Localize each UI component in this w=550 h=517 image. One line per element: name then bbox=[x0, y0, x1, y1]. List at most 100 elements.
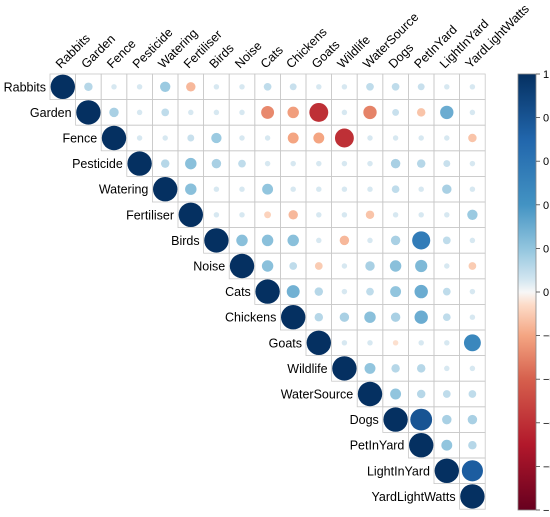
grid bbox=[49, 73, 486, 510]
colorbar-tick-label: 0.2 bbox=[543, 243, 550, 255]
corr-circle-Pesticide-Noise bbox=[238, 159, 246, 168]
corr-circle-Watering-Watering bbox=[153, 177, 178, 202]
corr-circle-Cats-WaterSource bbox=[366, 287, 374, 296]
corr-circle-Wildlife-WaterSource bbox=[364, 362, 376, 374]
corr-circle-Garden-Cats bbox=[261, 105, 275, 119]
corr-circle-Chickens-Dogs bbox=[390, 312, 401, 322]
corr-circle-Dogs-Dogs bbox=[383, 407, 408, 432]
corr-circle-Rabbits-Fence bbox=[111, 84, 117, 90]
corr-circle-Wildlife-LightInYard bbox=[444, 365, 450, 372]
corr-circle-PetInYard-LightInYard bbox=[441, 439, 453, 451]
colorbar-tick-label: 1 bbox=[543, 69, 549, 81]
corr-circle-Fertiliser-Chickens bbox=[288, 210, 298, 220]
corr-circle-Cats-Wildlife bbox=[341, 288, 348, 295]
row-label-Goats: Goats bbox=[269, 336, 302, 350]
corr-circle-Dogs-PetInYard bbox=[410, 408, 433, 431]
corr-circle-Birds-Birds bbox=[204, 228, 229, 253]
corr-circle-Fertiliser-Goats bbox=[316, 212, 322, 218]
corr-circle-Rabbits-LightInYard bbox=[444, 84, 450, 90]
corr-circle-Cats-Chickens bbox=[286, 285, 300, 299]
corr-circle-Fertiliser-YardLightWatts bbox=[467, 209, 478, 220]
corr-circle-Fence-Goats bbox=[313, 132, 325, 144]
corr-circle-Fence-Watering bbox=[162, 135, 168, 141]
corr-circle-Noise-PetInYard bbox=[415, 259, 428, 273]
corr-circle-Birds-LightInYard bbox=[442, 236, 451, 245]
corr-circle-Fence-WaterSource bbox=[367, 135, 373, 141]
corr-circle-Fence-LightInYard bbox=[444, 135, 450, 141]
corr-circle-Fertiliser-Noise bbox=[239, 212, 245, 218]
corr-circle-Watering-Birds bbox=[213, 186, 220, 192]
corr-circle-Watering-WaterSource bbox=[367, 186, 373, 192]
corr-circle-Birds-Dogs bbox=[390, 235, 401, 246]
corr-circle-Pesticide-Birds bbox=[211, 158, 222, 169]
corr-circle-Rabbits-YardLightWatts bbox=[469, 84, 476, 90]
row-label-LightInYard: LightInYard bbox=[367, 464, 430, 478]
corr-circle-Pesticide-Dogs bbox=[390, 158, 401, 169]
corr-circle-Pesticide-Watering bbox=[160, 159, 170, 168]
corr-circle-Noise-Chickens bbox=[289, 262, 298, 270]
colorbar-tick-label: −0.2 bbox=[543, 331, 550, 343]
corr-circle-Cats-Goats bbox=[314, 287, 324, 296]
colorbar-tick-label: −0.8 bbox=[543, 461, 550, 473]
corr-circle-Rabbits-Pesticide bbox=[136, 84, 143, 90]
corr-circle-Watering-Cats bbox=[262, 183, 274, 195]
colorbar-tick-label: 0 bbox=[543, 287, 549, 299]
corr-circle-WaterSource-LightInYard bbox=[442, 390, 451, 398]
corr-circle-Fertiliser-PetInYard bbox=[418, 212, 424, 218]
corr-circle-Garden-Chickens bbox=[287, 106, 299, 119]
corr-circle-Pesticide-YardLightWatts bbox=[469, 160, 476, 167]
corr-circle-WaterSource-WaterSource bbox=[357, 381, 383, 407]
corr-circle-Chickens-PetInYard bbox=[414, 310, 428, 324]
corr-circle-Fertiliser-WaterSource bbox=[365, 210, 375, 220]
row-label-Garden: Garden bbox=[30, 106, 72, 120]
corr-circle-Dogs-YardLightWatts bbox=[467, 414, 478, 425]
corr-circle-Pesticide-Fertiliser bbox=[185, 157, 197, 170]
corr-circle-Goats-YardLightWatts bbox=[463, 334, 481, 352]
corr-circle-Chickens-Wildlife bbox=[339, 312, 350, 322]
corr-circle-Fertiliser-Fertiliser bbox=[178, 202, 203, 227]
colorbar-tick-label: −0.4 bbox=[543, 374, 550, 386]
corr-circle-Watering-Noise bbox=[239, 186, 245, 192]
corr-circle-Chickens-LightInYard bbox=[442, 313, 451, 322]
corr-circle-Cats-Cats bbox=[255, 279, 280, 304]
corr-circle-Fence-Pesticide bbox=[136, 135, 143, 141]
corr-circle-PetInYard-YardLightWatts bbox=[468, 440, 477, 450]
corr-circle-Fence-PetInYard bbox=[418, 135, 424, 141]
corr-circle-Garden-Wildlife bbox=[341, 109, 348, 116]
corr-circle-LightInYard-YardLightWatts bbox=[461, 460, 483, 482]
corr-circle-Garden-LightInYard bbox=[440, 105, 454, 120]
corr-circle-Rabbits-Goats bbox=[316, 84, 322, 90]
corr-circle-Noise-Cats bbox=[261, 260, 274, 272]
corr-circle-Noise-Dogs bbox=[389, 260, 402, 272]
corr-circle-Pesticide-LightInYard bbox=[443, 160, 451, 168]
colorbar-tick-label: −1 bbox=[543, 505, 550, 517]
corr-circle-WaterSource-Dogs bbox=[390, 388, 402, 400]
row-label-Cats: Cats bbox=[225, 285, 251, 299]
corr-circle-LightInYard-LightInYard bbox=[434, 458, 459, 483]
corr-circle-Birds-Wildlife bbox=[339, 235, 350, 246]
col-label-Noise: Noise bbox=[232, 39, 265, 72]
corr-circle-Rabbits-Dogs bbox=[391, 82, 400, 91]
corr-circle-Goats-Goats bbox=[306, 330, 331, 355]
corr-circle-Dogs-LightInYard bbox=[442, 414, 452, 425]
corr-circle-Goats-WaterSource bbox=[367, 340, 373, 346]
row-label-Birds: Birds bbox=[171, 234, 199, 248]
corr-circle-Garden-Noise bbox=[239, 109, 245, 116]
corr-circle-Wildlife-PetInYard bbox=[416, 364, 426, 373]
corr-circle-Birds-YardLightWatts bbox=[469, 237, 476, 244]
corr-circle-Fertiliser-LightInYard bbox=[444, 212, 450, 218]
corr-circle-Rabbits-Fertiliser bbox=[186, 82, 196, 92]
corr-circle-Fence-Dogs bbox=[392, 135, 399, 141]
corr-circle-PetInYard-PetInYard bbox=[409, 433, 434, 458]
corr-circle-Cats-YardLightWatts bbox=[469, 288, 476, 295]
corr-circle-Garden-Fertiliser bbox=[188, 109, 194, 116]
corr-circle-Garden-Watering bbox=[161, 108, 170, 117]
corr-circle-Watering-LightInYard bbox=[442, 184, 452, 194]
corr-circle-Cats-Dogs bbox=[390, 286, 402, 298]
corr-circle-Fertiliser-Wildlife bbox=[341, 212, 348, 218]
corr-circle-Noise-Wildlife bbox=[341, 263, 348, 269]
corr-circle-Wildlife-Wildlife bbox=[332, 356, 357, 381]
corr-circle-Birds-Goats bbox=[316, 237, 322, 244]
corr-circle-Fertiliser-Cats bbox=[264, 211, 272, 219]
